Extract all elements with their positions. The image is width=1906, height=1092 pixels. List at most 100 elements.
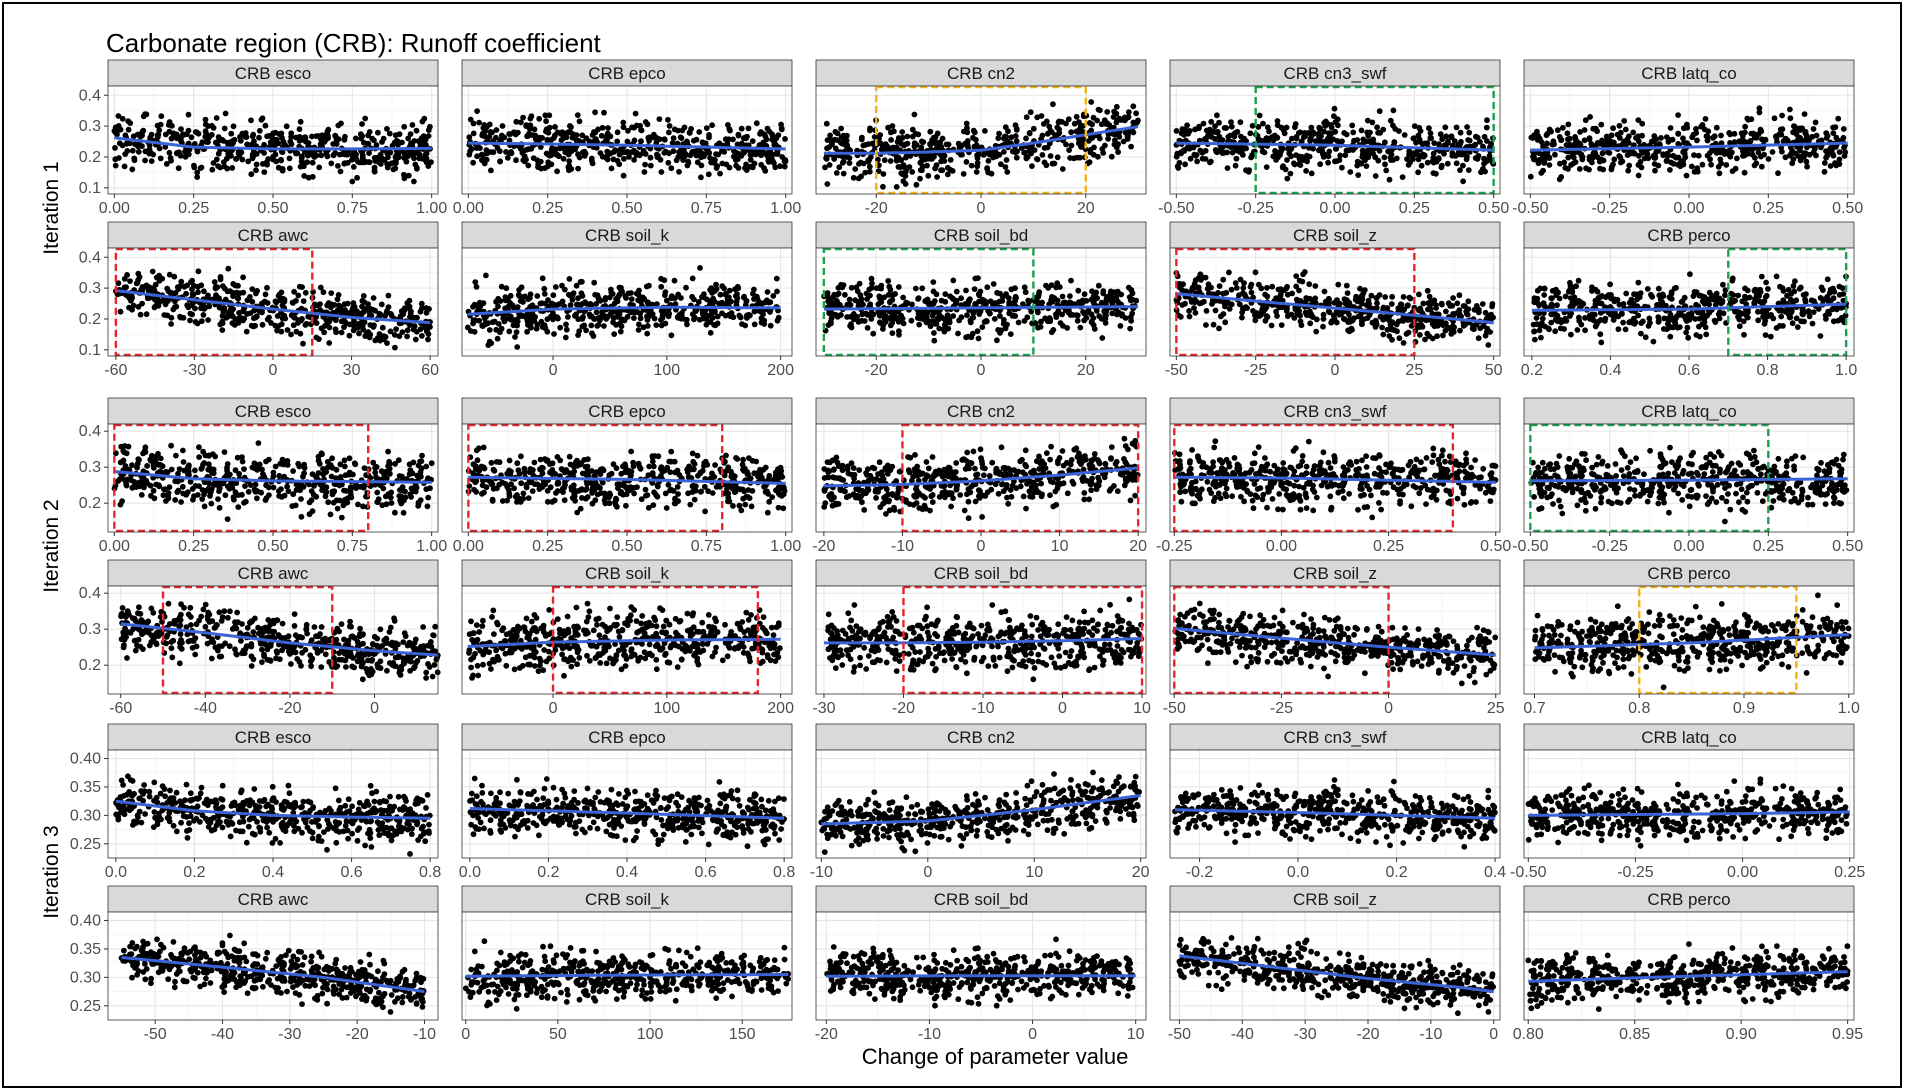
scatter-point [1174,150,1181,157]
scatter-point [112,162,119,169]
scatter-point [383,309,390,316]
scatter-point [486,133,493,140]
scatter-point [855,319,862,325]
scatter-point [1127,325,1133,332]
scatter-point [858,173,864,180]
scatter-point [316,336,322,342]
scatter-point [1433,170,1439,177]
scatter-point [1812,119,1819,126]
scatter-point [1336,300,1343,307]
scatter-point [1274,134,1281,141]
scatter-point [1051,160,1058,167]
scatter-point [1323,120,1329,127]
scatter-point [845,146,852,153]
scatter-point [1790,129,1796,136]
scatter-point [425,336,431,343]
scatter-point [933,145,940,152]
scatter-point [297,330,304,337]
scatter-point [384,125,390,132]
scatter-point [1404,303,1411,309]
scatter-point [1474,156,1481,162]
scatter-point [862,169,869,176]
scatter-point [1466,129,1473,136]
scatter-point [666,123,673,129]
scatter-point [1450,295,1456,301]
scatter-point [1787,106,1793,113]
scatter-point [1622,126,1629,133]
scatter-point [224,139,231,146]
scatter-point [1538,170,1545,176]
scatter-point [869,280,875,287]
scatter-point [958,151,964,158]
scatter-point [1104,109,1111,115]
scatter-point [279,302,286,309]
scatter-point [137,311,144,318]
scatter-point [1086,120,1093,126]
x-tick-label: 0.50 [611,200,642,217]
x-tick-label: 0.25 [178,200,209,217]
scatter-point [633,122,640,129]
scatter-point [1830,124,1836,131]
y-tick-label: 0.3 [79,280,101,297]
scatter-point [689,275,696,282]
scatter-point [738,125,745,132]
scatter-point [703,125,710,131]
scatter-point [385,292,392,299]
scatter-point [1731,130,1738,137]
scatter-point [1002,164,1009,170]
scatter-point [583,135,590,142]
scatter-point [279,149,286,156]
scatter-point [1099,146,1106,152]
scatter-point [1044,144,1051,151]
scatter-point [1053,284,1060,291]
scatter-point [1442,124,1449,131]
scatter-point [1359,300,1365,307]
scatter-point [1821,160,1828,166]
scatter-point [1635,117,1642,123]
scatter-point [1693,130,1700,136]
scatter-point [994,337,1000,344]
scatter-point [881,157,888,164]
scatter-point [1050,327,1057,333]
scatter-point [240,289,247,296]
scatter-point [1008,134,1015,141]
scatter-point [1557,160,1563,167]
scatter-point [974,152,980,159]
scatter-point [551,135,557,141]
scatter-point [963,287,969,294]
scatter-point [552,146,559,153]
scatter-point [778,126,785,133]
scatter-point [154,132,161,138]
scatter-point [911,111,918,118]
scatter-point [661,136,668,143]
facet-title: CRB cn2 [947,64,1015,83]
scatter-point [721,285,727,292]
scatter-point [1645,155,1652,162]
scatter-point [261,141,267,148]
scatter-point [617,328,624,335]
scatter-point [1758,153,1764,160]
scatter-point [1302,309,1309,316]
scatter-point [1694,137,1700,144]
scatter-point [611,331,618,337]
scatter-point [1376,108,1383,115]
scatter-point [1283,285,1290,292]
scatter-point [833,298,840,304]
scatter-point [1354,137,1361,143]
scatter-point [309,133,315,140]
scatter-point [1616,153,1623,159]
scatter-point [483,156,490,163]
scatter-point [278,156,284,163]
scatter-point [546,112,553,119]
scatter-point [1476,306,1482,313]
scatter-point [299,153,305,160]
scatter-point [1301,269,1308,275]
scatter-point [302,289,309,296]
scatter-point [823,120,830,127]
scatter-point [638,138,644,145]
scatter-point [717,170,723,177]
scatter-point [1383,167,1390,174]
scatter-point [1312,283,1319,289]
scatter-point [1212,307,1219,314]
